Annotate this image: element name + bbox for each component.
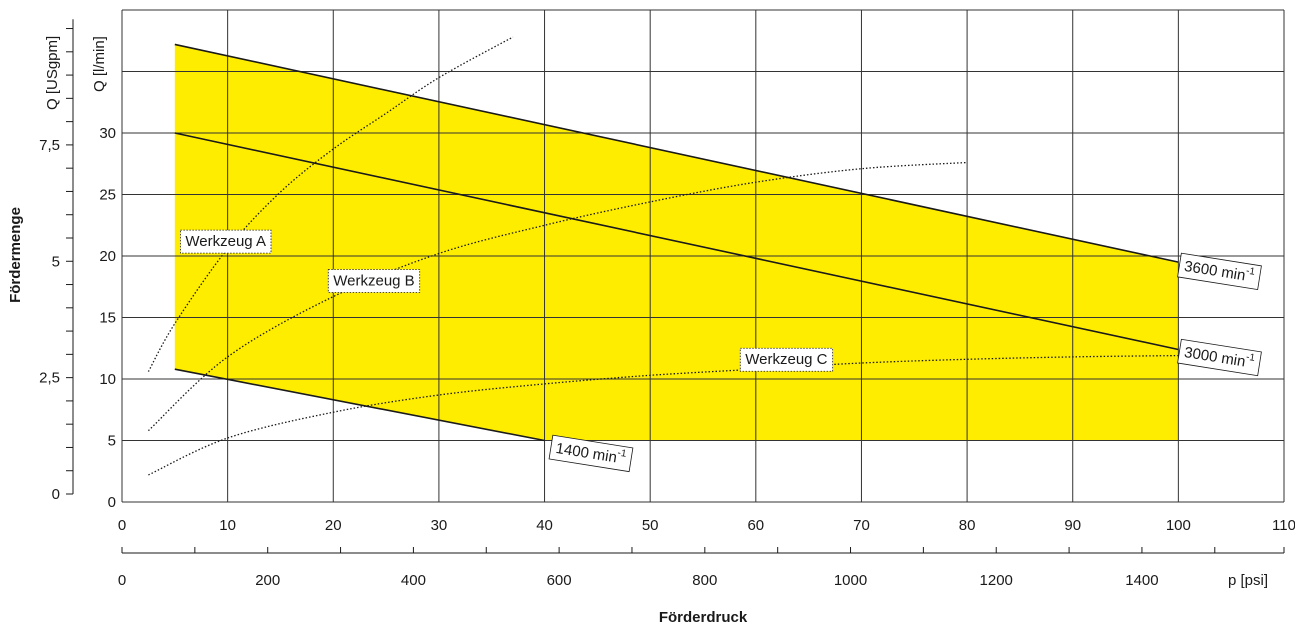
tool-annotation: Werkzeug B (327, 269, 421, 293)
y-primary-tick-label: 5 (108, 433, 116, 450)
speed-label-box (1177, 252, 1262, 291)
speed-label-exponent: -1 (1245, 266, 1256, 278)
speed-label: 3000 min-1 (1177, 338, 1262, 377)
tool-curve (148, 354, 1179, 476)
x-primary-tick-label: 60 (747, 517, 764, 534)
grid-layer (121, 9, 1285, 503)
x-secondary-tick-label: 0 (118, 572, 126, 589)
tool-annotation-label: Werkzeug C (745, 351, 827, 368)
tool-curve (147, 161, 968, 432)
operating-area-layer (174, 44, 1179, 441)
tool-annotation: Werkzeug C (739, 347, 834, 372)
x-primary-tick-label: 70 (853, 517, 870, 534)
y-primary-tick-label: 10 (99, 371, 116, 388)
speed-label-box (548, 434, 634, 473)
x-secondary-tick-label: 400 (401, 572, 426, 589)
x-primary-tick-label: 10 (219, 517, 236, 534)
tool-annotation-box (179, 229, 272, 254)
speed-label-box (1177, 338, 1262, 377)
y-primary-tick-label: 30 (99, 125, 116, 142)
x-secondary-tick-label: 600 (547, 572, 572, 589)
operating-area (174, 44, 1179, 441)
y-axis-title: Fördermenge (7, 207, 24, 303)
y-secondary-tick-label: 2,5 (39, 370, 60, 387)
y-secondary-tick-label: 0 (52, 486, 60, 503)
axis-layer: 0 10 20 30 40 50 60 70 80 90 100 11005101520253002,… (39, 19, 1295, 589)
series-layer (147, 36, 1179, 476)
speed-label-exponent: -1 (617, 448, 628, 460)
y-secondary-tick-label: 7,5 (39, 137, 60, 154)
x-primary-tick-label: 80 (959, 517, 976, 534)
x-primary-tick-label: 20 (325, 517, 342, 534)
y-primary-tick-label: 25 (99, 187, 116, 204)
x-primary-tick-label: 40 (536, 517, 553, 534)
x-primary-tick-label: 30 (431, 517, 448, 534)
x-secondary-tick-label: 1400 (1125, 572, 1158, 589)
x-secondary-tick-label: 1200 (980, 572, 1013, 589)
y-primary-tick-label: 0 (108, 494, 116, 511)
tool-annotation: Werkzeug A (179, 229, 272, 254)
y-primary-axis-label: Q [l/min] (91, 36, 108, 92)
x-axis-title: Förderdruck (659, 609, 748, 626)
y-primary-tick-label: 15 (99, 310, 116, 327)
x-secondary-axis-label: p [psi] (1228, 572, 1268, 589)
x-primary-tick-label: 100 (1166, 517, 1191, 534)
tool-annotation-label: Werkzeug B (333, 273, 414, 290)
x-secondary-tick-label: 200 (255, 572, 280, 589)
x-primary-tick-label: 0 (118, 517, 126, 534)
y-secondary-tick-label: 5 (52, 253, 60, 270)
tool-annotation-box (739, 347, 834, 372)
x-primary-tick-label: 110 (1272, 517, 1295, 534)
tool-annotation-box (327, 269, 421, 293)
speed-line (174, 132, 1179, 351)
speed-line (174, 43, 1179, 263)
speed-label: 3600 min-1 (1177, 252, 1262, 291)
y-primary-tick-label: 20 (99, 248, 116, 265)
speed-line (174, 368, 545, 442)
x-secondary-tick-label: 800 (692, 572, 717, 589)
speed-label-exponent: -1 (1245, 352, 1256, 364)
y-secondary-axis-label: Q [USgpm] (44, 36, 61, 110)
tool-annotation-label: Werkzeug A (185, 233, 266, 250)
x-primary-tick-label: 50 (642, 517, 659, 534)
label-layer: Werkzeug A Werkzeug B Werkzeug C 3600 min-1… (179, 229, 1262, 473)
x-secondary-tick-label: 1000 (834, 572, 867, 589)
x-primary-tick-label: 90 (1064, 517, 1081, 534)
